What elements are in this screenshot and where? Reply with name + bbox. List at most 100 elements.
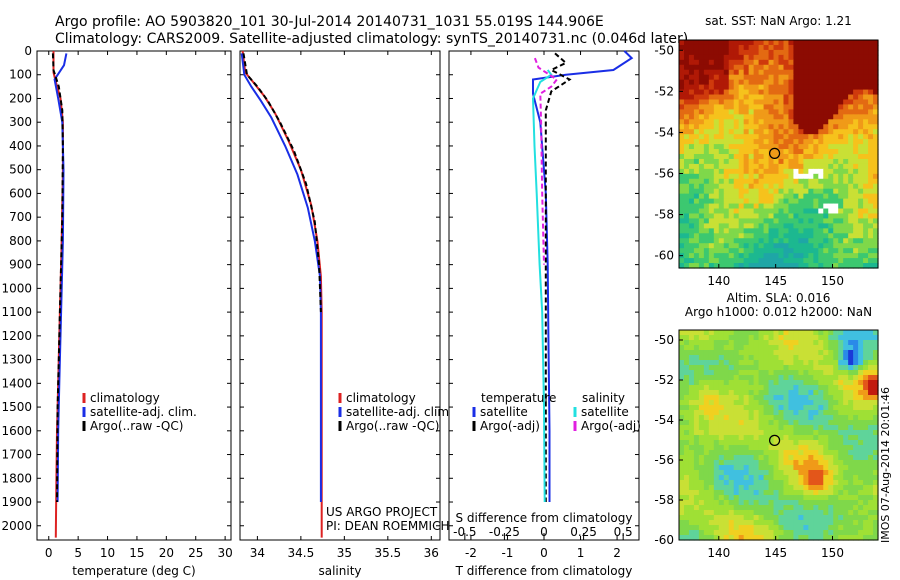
map-cell xyxy=(688,69,695,76)
map-cell xyxy=(793,203,799,210)
map-cell xyxy=(838,178,844,185)
map-cell xyxy=(743,530,750,536)
map-cell xyxy=(858,188,864,195)
map-cell xyxy=(718,74,725,81)
map-cell xyxy=(823,475,829,481)
map-cell xyxy=(763,465,770,471)
map-cell xyxy=(863,370,869,376)
map-cell xyxy=(823,500,829,506)
map-cell xyxy=(748,455,755,461)
map-cell xyxy=(733,178,740,185)
map-cell xyxy=(793,510,799,516)
map-cell xyxy=(838,154,844,160)
map-cell xyxy=(843,89,849,96)
map-cell xyxy=(858,168,864,175)
map-cell xyxy=(773,119,780,125)
map-cell xyxy=(723,238,730,244)
map-cell xyxy=(758,520,765,526)
map-cell xyxy=(813,49,819,56)
map-cell xyxy=(713,350,720,356)
map-cell xyxy=(833,530,839,536)
map-cell xyxy=(833,485,839,491)
map-cell xyxy=(853,365,859,371)
map-cell xyxy=(848,490,854,496)
map-cell xyxy=(783,385,790,391)
map-cell xyxy=(728,500,735,506)
map-cell xyxy=(823,340,829,346)
map-cell xyxy=(843,420,849,426)
map-cell xyxy=(718,238,725,244)
map-cell xyxy=(823,154,829,160)
map-cell xyxy=(768,365,775,371)
map-cell xyxy=(853,505,859,511)
map-cell xyxy=(808,450,814,456)
map-cell xyxy=(873,350,879,356)
map-cell xyxy=(708,238,715,244)
map-cell xyxy=(763,510,770,516)
map-cell xyxy=(793,104,799,110)
map-cell xyxy=(743,173,750,180)
map-cell xyxy=(863,530,869,536)
map-cell xyxy=(723,500,730,506)
map-cell xyxy=(778,340,785,346)
map-cell xyxy=(708,253,715,259)
map-cell xyxy=(863,505,869,511)
map-cell xyxy=(803,213,809,220)
map-cell xyxy=(788,218,795,224)
map-cell xyxy=(773,350,780,356)
map-cell xyxy=(788,263,795,269)
map-cell xyxy=(773,365,780,371)
map-cell xyxy=(753,515,760,521)
map-cell xyxy=(738,535,745,541)
map-cell xyxy=(773,253,780,259)
map-cell xyxy=(718,475,725,481)
map-cell xyxy=(868,203,874,210)
map-cell xyxy=(868,385,874,391)
map-cell xyxy=(793,460,799,466)
map-cell xyxy=(763,380,770,386)
map-cell xyxy=(783,340,790,346)
x-tick-label: 34.5 xyxy=(288,546,315,560)
map-cell xyxy=(748,49,755,56)
map-cell xyxy=(808,460,814,466)
map-cell xyxy=(679,465,685,471)
map-cell xyxy=(679,183,685,190)
map-cell xyxy=(843,158,849,165)
map-cell xyxy=(763,485,770,491)
map-cell xyxy=(733,94,740,101)
map-cell xyxy=(703,395,710,401)
map-cell xyxy=(693,400,700,406)
map-cell xyxy=(713,435,720,441)
map-cell xyxy=(763,395,770,401)
map-cell xyxy=(813,405,819,411)
map-cell xyxy=(858,360,864,366)
map-cell xyxy=(778,415,785,421)
map-cell xyxy=(688,340,695,346)
map-cell xyxy=(783,208,790,215)
map-cell xyxy=(843,500,849,506)
map-cell xyxy=(783,253,790,259)
map-cell xyxy=(763,445,770,451)
map-cell xyxy=(853,248,859,254)
map-cell xyxy=(788,99,795,106)
map-cell xyxy=(713,425,720,431)
map-cell xyxy=(808,94,814,101)
map-cell xyxy=(843,485,849,491)
map-cell xyxy=(823,158,829,165)
map-cell xyxy=(833,183,839,190)
map-cell xyxy=(843,415,849,421)
map-cell xyxy=(803,69,809,76)
map-cell xyxy=(818,228,824,234)
map-cell xyxy=(768,515,775,521)
map-cell xyxy=(753,390,760,396)
map-cell xyxy=(703,405,710,411)
map-cell xyxy=(863,450,869,456)
map-cell xyxy=(863,238,869,244)
map-cell xyxy=(858,525,864,531)
map-cell xyxy=(713,410,720,416)
map-cell xyxy=(838,365,844,371)
map-cell xyxy=(743,223,750,229)
map-cell xyxy=(838,425,844,431)
map-cell xyxy=(743,470,750,476)
map-cell xyxy=(738,385,745,391)
